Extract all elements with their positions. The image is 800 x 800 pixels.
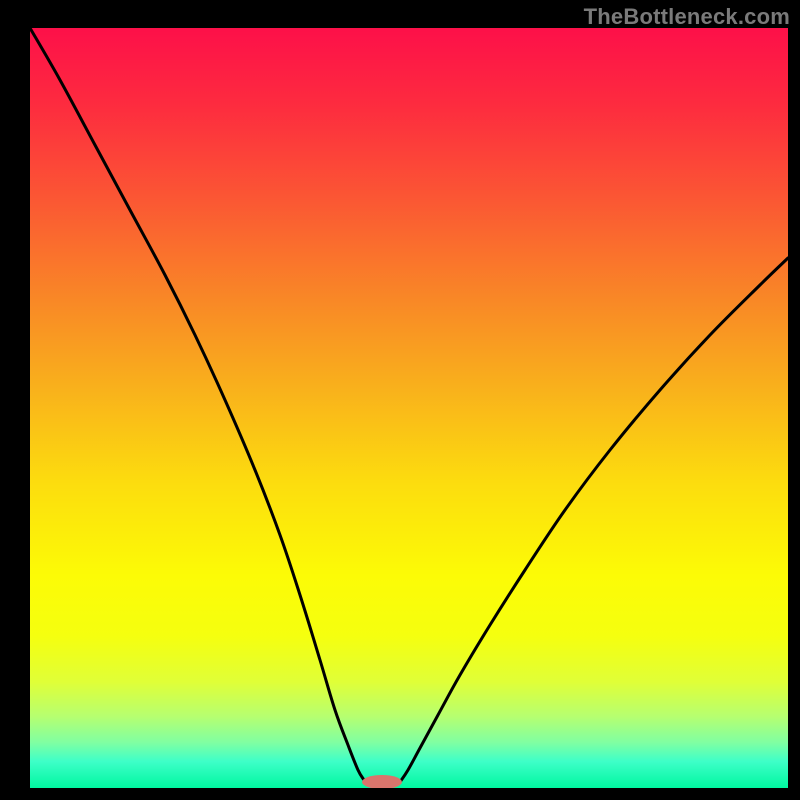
watermark-text: TheBottleneck.com — [584, 4, 790, 30]
bottleneck-chart — [0, 0, 800, 800]
gradient-background — [30, 28, 788, 788]
optimum-marker — [362, 775, 402, 789]
